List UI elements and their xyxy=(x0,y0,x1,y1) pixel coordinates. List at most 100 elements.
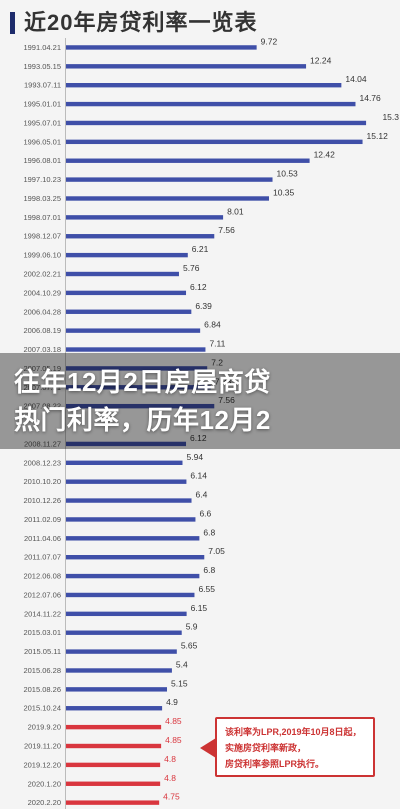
category-label: 2002.02.21 xyxy=(23,270,61,279)
bar xyxy=(66,706,163,711)
bar xyxy=(66,309,192,314)
value-label: 12.42 xyxy=(314,150,336,160)
bar xyxy=(66,252,188,258)
value-label: 14.76 xyxy=(359,93,381,103)
annotation-line-2: 实施房贷利率新政， xyxy=(225,743,307,753)
category-label: 2019.9.20 xyxy=(28,723,61,732)
annotation-arrow xyxy=(200,738,216,758)
category-label: 2014.11.22 xyxy=(24,609,61,618)
bar xyxy=(66,101,356,107)
annotation-line-3: 房贷利率参照LPR执行。 xyxy=(225,759,325,769)
value-label: 7.05 xyxy=(208,546,225,556)
value-label: 7.56 xyxy=(218,225,235,235)
bar xyxy=(66,479,187,484)
lpr-annotation-box: 该利率为LPR,2019年10月8日起， 实施房贷利率新政， 房贷利率参照LPR… xyxy=(215,717,375,777)
bar xyxy=(66,724,162,730)
value-label: 6.8 xyxy=(203,565,215,575)
category-label: 1995.01.01 xyxy=(23,100,61,109)
category-label: 1995.07.01 xyxy=(23,118,61,127)
bar xyxy=(66,290,187,296)
value-label: 6.55 xyxy=(198,584,215,594)
category-label: 2006.08.19 xyxy=(23,326,61,335)
bar xyxy=(66,234,215,239)
value-label: 4.75 xyxy=(163,792,180,802)
value-label: 5.4 xyxy=(176,659,188,669)
category-label: 2012.06.08 xyxy=(23,572,61,581)
category-label: 2010.10.20 xyxy=(23,477,61,486)
headline-overlay: 往年12月2日房屋商贷 热门利率，历年12月2 xyxy=(0,353,400,449)
bar xyxy=(66,120,367,126)
category-label: 2007.05.19 xyxy=(23,364,61,373)
category-label: 2007.07.21 xyxy=(23,383,61,392)
category-label: 2008.11.27 xyxy=(24,439,61,448)
category-label: 2020.1.20 xyxy=(28,779,61,788)
bar xyxy=(66,498,192,503)
value-label: 7.38 xyxy=(215,376,232,386)
category-label: 2007.08.22 xyxy=(23,402,61,411)
category-label: 2015.10.24 xyxy=(23,704,61,713)
bar xyxy=(66,385,211,390)
category-label: 2019.11.20 xyxy=(24,742,61,751)
value-label: 4.85 xyxy=(165,716,182,726)
bar xyxy=(66,403,215,409)
bar xyxy=(66,83,342,88)
value-label: 10.53 xyxy=(277,169,299,179)
value-label: 5.15 xyxy=(171,678,188,688)
bar xyxy=(66,441,187,447)
value-label: 7.11 xyxy=(209,339,225,349)
value-label: 6.6 xyxy=(199,508,211,518)
category-label: 2015.06.28 xyxy=(23,666,61,675)
category-label: 1998.07.01 xyxy=(23,213,61,222)
value-label: 10.35 xyxy=(273,187,295,197)
bar xyxy=(66,611,187,617)
bar xyxy=(66,555,205,560)
category-label: 2010.12.26 xyxy=(23,496,61,505)
category-label: 2004.10.29 xyxy=(23,288,61,297)
headline-line-2: 热门利率，历年12月2 xyxy=(14,405,271,435)
category-label: 1993.07.11 xyxy=(24,81,61,90)
bar xyxy=(66,800,160,805)
value-label: 7.2 xyxy=(211,357,223,367)
category-label: 1996.05.01 xyxy=(23,137,61,146)
value-label: 6.4 xyxy=(196,490,208,500)
bar xyxy=(66,158,310,163)
bar xyxy=(66,781,161,786)
value-label: 6.12 xyxy=(190,282,207,292)
bar xyxy=(66,460,183,465)
value-label: 14.04 xyxy=(345,74,367,84)
category-label: 2007.03.18 xyxy=(23,345,61,354)
bar xyxy=(66,573,200,579)
value-label: 8.01 xyxy=(227,206,244,216)
bar xyxy=(66,536,200,541)
category-label: 2011.02.09 xyxy=(24,515,61,524)
value-label: 12.24 xyxy=(310,55,332,65)
value-label: 9.72 xyxy=(261,36,278,46)
category-label: 2011.04.06 xyxy=(24,534,61,543)
bar xyxy=(66,215,224,220)
value-label: 4.8 xyxy=(164,754,176,764)
bar xyxy=(66,177,273,182)
category-label: 1998.03.25 xyxy=(23,194,61,203)
value-label: 7.56 xyxy=(218,395,235,405)
bar xyxy=(66,64,307,69)
title-marker xyxy=(10,12,15,34)
chart-header: 近20年房贷利率一览表 xyxy=(10,8,390,38)
value-label: 4.8 xyxy=(164,773,176,783)
value-label: 6.14 xyxy=(190,471,207,481)
value-label: 5.76 xyxy=(183,263,200,273)
category-label: 1996.08.01 xyxy=(23,156,61,165)
bar xyxy=(66,271,179,277)
bar xyxy=(66,762,161,768)
value-label: 6.15 xyxy=(191,603,208,613)
bar xyxy=(66,687,168,692)
bar xyxy=(66,45,257,50)
value-label: 15.12 xyxy=(367,131,389,141)
value-label: 5.94 xyxy=(187,452,204,462)
value-label: 6.39 xyxy=(195,301,212,311)
category-label: 1997.10.23 xyxy=(23,175,61,184)
value-label: 5.65 xyxy=(181,641,198,651)
bar xyxy=(66,592,195,598)
value-label: 4.9 xyxy=(166,697,178,707)
bar xyxy=(66,139,363,145)
